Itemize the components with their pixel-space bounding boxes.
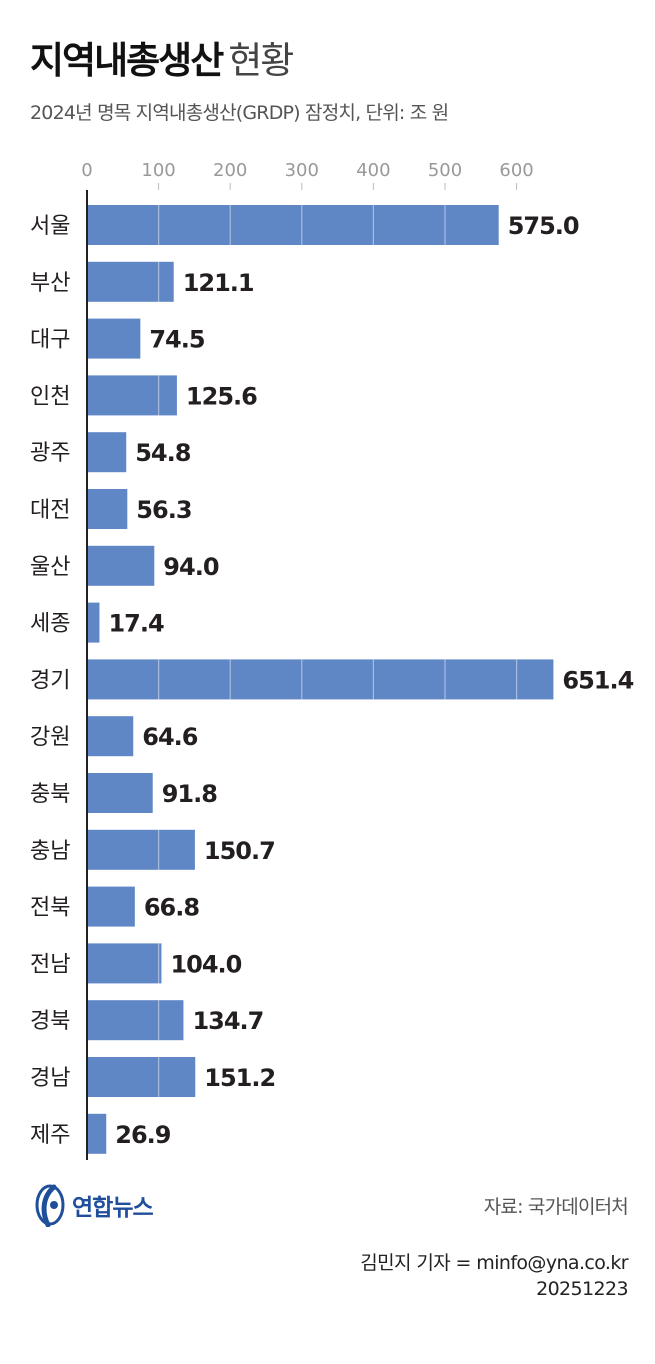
bar: [87, 432, 127, 473]
value-label: 651.4: [562, 666, 633, 694]
category-label: 경기: [30, 668, 70, 693]
value-label: 125.6: [186, 382, 257, 410]
value-label: 104.0: [170, 950, 241, 978]
bar: [87, 773, 153, 813]
category-label: 부산: [30, 271, 70, 296]
value-label: 94.0: [163, 553, 219, 581]
bar: [87, 375, 177, 416]
x-tick-label: 100: [141, 160, 175, 181]
category-label: 대구: [30, 328, 70, 353]
source-note: 자료: 국가데이터처: [483, 1196, 629, 1218]
x-tick-label: 300: [285, 160, 319, 181]
category-label: 전남: [30, 952, 70, 977]
category-label: 경남: [30, 1066, 70, 1091]
bar: [87, 489, 128, 529]
bar: [87, 205, 499, 245]
bar: [87, 545, 155, 586]
category-label: 전북: [30, 896, 70, 921]
page-title: 지역내총생산: [30, 39, 224, 82]
value-label: 575.0: [508, 212, 579, 240]
category-label: 경북: [30, 1009, 70, 1034]
x-tick-label: 600: [499, 160, 533, 181]
value-label: 66.8: [144, 894, 200, 922]
category-label: 울산: [30, 555, 70, 580]
logo-text: 연합뉴스: [72, 1195, 154, 1221]
x-tick-label: 400: [356, 160, 390, 181]
bar-chart: 0 100 200 300 400 500 600 서울 575.0 부산 121.1 대구 74.5 인…: [30, 160, 635, 1160]
bar: [87, 716, 134, 757]
bar: [87, 1000, 184, 1041]
category-label: 세종: [30, 612, 70, 637]
x-tick-label: 500: [428, 160, 462, 181]
value-label: 74.5: [149, 326, 205, 354]
bar: [87, 261, 174, 302]
byline: 김민지 기자 = minfo@yna.co.kr: [360, 1252, 628, 1274]
value-label: 121.1: [183, 269, 254, 297]
category-label: 강원: [30, 725, 70, 750]
value-label: 91.8: [162, 780, 218, 808]
bar: [87, 886, 135, 927]
value-label: 54.8: [135, 439, 191, 467]
value-label: 150.7: [204, 837, 275, 865]
category-label: 대전: [30, 498, 70, 523]
bar: [87, 659, 554, 700]
category-label: 제주: [30, 1123, 70, 1148]
bar: [87, 943, 162, 984]
category-label: 충남: [30, 839, 70, 864]
value-label: 17.4: [108, 610, 164, 638]
value-label: 134.7: [192, 1007, 263, 1035]
page-subtitle: 2024년 명목 지역내총생산(GRDP) 잠정치, 단위: 조 원: [30, 102, 449, 124]
bar: [87, 318, 141, 359]
x-tick-label: 200: [213, 160, 247, 181]
category-label: 서울: [30, 214, 70, 239]
bar: [87, 829, 195, 870]
value-label: 64.6: [142, 723, 198, 751]
category-label: 광주: [30, 441, 70, 466]
page-title-suffix: 현황: [228, 39, 294, 82]
value-label: 151.2: [204, 1064, 275, 1092]
credit-block: 김민지 기자 = minfo@yna.co.kr 20251223: [360, 1250, 628, 1302]
x-tick-label: 0: [81, 160, 92, 181]
value-label: 26.9: [115, 1121, 171, 1149]
category-label: 인천: [30, 384, 70, 409]
title-block: 지역내총생산 현황: [30, 30, 630, 84]
yonhap-logo-icon: [35, 1184, 65, 1227]
date-stamp: 20251223: [536, 1278, 629, 1300]
bar: [87, 602, 100, 643]
yonhap-logo: 연합뉴스: [32, 1183, 154, 1227]
bar: [87, 1113, 107, 1154]
bar: [87, 1057, 196, 1097]
value-label: 56.3: [136, 496, 191, 524]
category-label: 충북: [30, 782, 70, 807]
